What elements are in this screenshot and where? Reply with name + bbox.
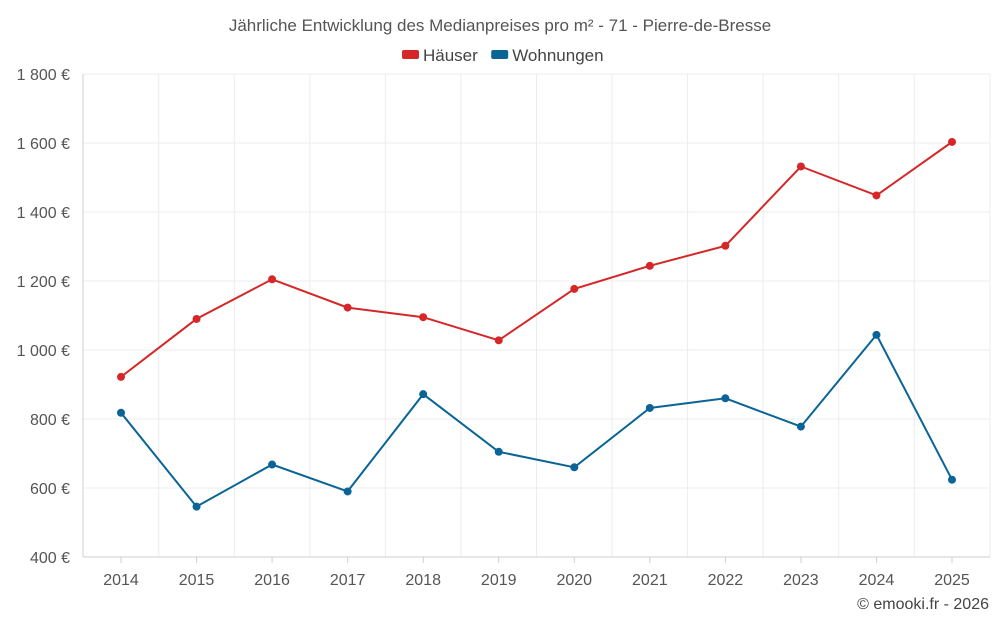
data-point (192, 314, 201, 323)
data-point (645, 403, 654, 412)
series-line (120, 141, 953, 378)
data-point (343, 303, 352, 312)
legend-label: Wohnungen (512, 46, 603, 65)
y-tick-label: 1 800 € (17, 67, 70, 84)
chart-title: Jährliche Entwicklung des Medianpreises … (229, 16, 771, 35)
axes (82, 74, 990, 558)
credit-text: © emooki.fr - 2026 (857, 596, 989, 613)
series-wohnungen (117, 330, 956, 511)
series-häuser (117, 137, 956, 381)
data-point (872, 330, 881, 339)
data-point (948, 475, 956, 484)
data-point (872, 191, 881, 200)
x-axis-ticks: 2014 2015 2016 2017 2018 2019 2020 2021 2022 2023… (103, 557, 970, 589)
x-tick-label: 2014 (103, 572, 139, 589)
data-point (419, 390, 428, 399)
data-point (721, 394, 730, 403)
y-tick-label: 1 200 € (17, 274, 70, 291)
y-tick-label: 600 € (30, 481, 70, 498)
data-point (494, 336, 503, 345)
series-line (120, 332, 953, 508)
legend: Häuser Wohnungen (402, 46, 604, 65)
data-point (268, 275, 277, 284)
data-point (948, 137, 956, 146)
data-point (570, 463, 579, 472)
legend-item: Häuser (402, 46, 478, 65)
x-tick-label: 2021 (632, 572, 668, 589)
data-point (343, 487, 352, 496)
data-point (796, 162, 805, 171)
data-point (419, 313, 428, 322)
x-tick-label: 2015 (179, 572, 215, 589)
legend-swatch (402, 50, 419, 59)
legend-swatch (491, 50, 509, 59)
data-point (192, 502, 201, 511)
legend-item: Wohnungen (491, 46, 604, 65)
y-tick-label: 1 000 € (17, 343, 70, 360)
y-tick-label: 1 600 € (17, 136, 70, 153)
y-tick-label: 800 € (30, 412, 70, 429)
data-point (721, 241, 730, 250)
data-point (268, 460, 277, 469)
data-point (117, 372, 125, 381)
x-tick-label: 2024 (859, 572, 895, 589)
y-tick-label: 400 € (30, 550, 70, 567)
x-tick-label: 2017 (330, 572, 366, 589)
x-tick-label: 2020 (556, 572, 592, 589)
x-tick-label: 2016 (254, 572, 290, 589)
data-point (570, 284, 579, 293)
data-point (117, 408, 125, 417)
x-tick-label: 2025 (934, 572, 970, 589)
data-point (796, 422, 805, 431)
x-tick-label: 2022 (708, 572, 744, 589)
legend-label: Häuser (423, 46, 478, 65)
y-tick-label: 1 400 € (17, 205, 70, 222)
y-axis-ticks: 400 € 600 € 800 € 1 000 € 1 200 € 1 400 € 1 60… (17, 67, 70, 567)
x-tick-label: 2018 (405, 572, 441, 589)
series (117, 137, 956, 511)
data-point (494, 447, 503, 456)
x-tick-label: 2019 (481, 572, 517, 589)
data-point (645, 261, 654, 270)
x-tick-label: 2023 (783, 572, 819, 589)
